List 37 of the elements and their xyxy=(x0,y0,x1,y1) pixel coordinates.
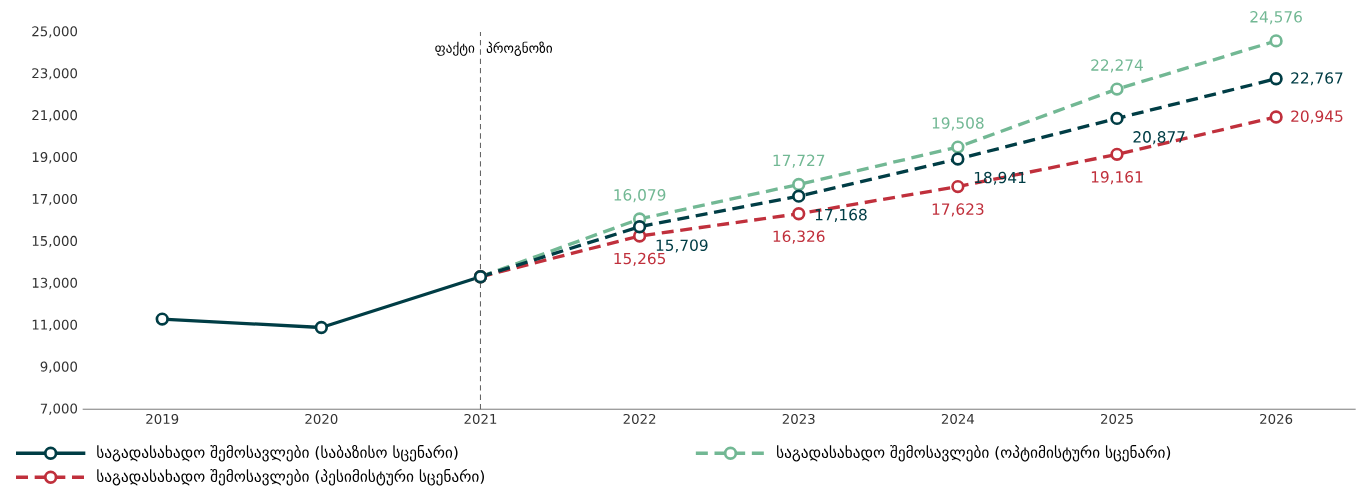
data-label: 17,623 xyxy=(932,203,984,217)
data-label: 16,079 xyxy=(614,189,666,203)
annotation: ფაქტი xyxy=(435,41,475,56)
data-label: 19,508 xyxy=(932,117,984,131)
data-label: 17,168 xyxy=(815,208,867,223)
y-tick-label: 11,000 xyxy=(32,319,78,332)
x-tick-label: 2021 xyxy=(464,413,497,425)
y-tick-label: 21,000 xyxy=(32,110,78,122)
data-label: 20,945 xyxy=(1291,110,1343,124)
data-label: 15,709 xyxy=(656,239,708,253)
x-tick-label: 2026 xyxy=(1260,413,1293,425)
data-label: 20,877 xyxy=(1133,131,1185,145)
y-tick-label: 7,000 xyxy=(40,403,78,416)
data-label: 17,727 xyxy=(773,154,825,168)
data-label: 15,265 xyxy=(614,252,666,266)
y-tick-label: 23,000 xyxy=(32,68,78,80)
data-label: 19,161 xyxy=(1091,171,1143,185)
data-label: 24,576 xyxy=(1250,11,1302,25)
y-tick-label: 25,000 xyxy=(32,26,78,38)
legend-label: საგადასახადო შემოსავლები (ოპტიმისტური სცენარი) xyxy=(777,445,1171,462)
x-tick-label: 2019 xyxy=(146,413,179,425)
data-label: 22,274 xyxy=(1091,59,1143,73)
data-label: 22,767 xyxy=(1291,72,1343,86)
x-tick-label: 2022 xyxy=(623,413,656,425)
annotation: პროგნოზი xyxy=(486,41,553,56)
x-tick-label: 2024 xyxy=(941,413,975,425)
legend-label: საგადასახადო შემოსავლები (პესიმისტური სცენარი) xyxy=(97,469,484,486)
y-tick-label: 9,000 xyxy=(40,361,78,374)
y-tick-label: 19,000 xyxy=(32,152,78,164)
y-tick-label: 17,000 xyxy=(32,193,78,206)
legend-label: საგადასახადო შემოსავლები (საბაზისო სცენარი) xyxy=(97,445,458,462)
y-tick-label: 13,000 xyxy=(32,277,78,290)
x-tick-label: 2025 xyxy=(1101,413,1133,425)
x-tick-label: 2023 xyxy=(782,413,815,425)
y-tick-label: 15,000 xyxy=(32,235,78,248)
data-label: 16,326 xyxy=(773,230,825,244)
x-tick-label: 2020 xyxy=(305,413,338,425)
